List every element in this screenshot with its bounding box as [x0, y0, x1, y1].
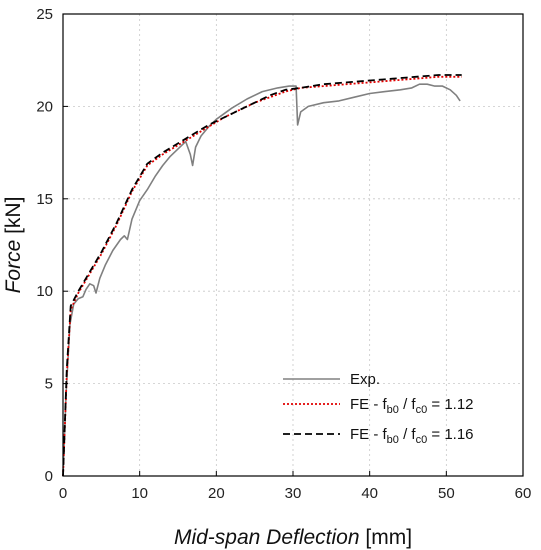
y-axis-title-unit: [kN] — [2, 197, 25, 240]
y-tick-label: 15 — [36, 191, 53, 208]
legend-label-part: Exp. — [350, 371, 380, 388]
legend-label: FE - fb0 / fc0 = 1.12 — [350, 396, 474, 416]
legend-label-part: b0 — [387, 404, 399, 416]
fe116-line — [62, 74, 462, 477]
x-tick-label: 30 — [285, 485, 302, 502]
legend-label-part: / f — [399, 396, 417, 413]
legend-label-part: = 1.12 — [427, 396, 473, 413]
x-tick-label: 60 — [515, 485, 532, 502]
x-tick-label: 10 — [131, 485, 148, 502]
legend-label-part: / f — [399, 426, 417, 443]
legend-label-part: b0 — [387, 434, 399, 446]
y-tick-label: 5 — [45, 376, 53, 393]
y-tick-label: 0 — [45, 468, 53, 485]
y-axis-title-main: Force — [2, 240, 25, 294]
x-axis-title: Mid-span Deflection [mm] — [174, 526, 412, 549]
y-axis-title: Force [kN] — [2, 197, 25, 294]
legend-label-part: = 1.16 — [427, 426, 473, 443]
y-tick-label: 25 — [36, 6, 53, 23]
legend-label-part: FE - f — [350, 426, 387, 443]
legend-label-part: FE - f — [350, 396, 387, 413]
legend-label-part: c0 — [416, 404, 428, 416]
legend-label: Exp. — [350, 371, 380, 388]
x-tick-label: 50 — [438, 485, 455, 502]
y-tick-label: 10 — [36, 283, 53, 300]
fe112-line — [62, 75, 462, 477]
x-tick-label: 20 — [208, 485, 225, 502]
x-tick-label: 40 — [361, 485, 378, 502]
y-tick-label: 20 — [36, 98, 53, 115]
legend-label: FE - fb0 / fc0 = 1.16 — [350, 426, 474, 446]
x-tick-label: 0 — [59, 485, 67, 502]
axis-ticks: 0 10 20 30 40 50 60 0 5 10 15 20 25 — [36, 6, 531, 502]
legend-label-part: c0 — [416, 434, 428, 446]
x-axis-title-main: Mid-span Deflection — [174, 526, 360, 549]
x-axis-title-unit: [mm] — [360, 526, 413, 549]
series-group — [62, 74, 462, 477]
exp-line — [62, 83, 461, 477]
grid — [63, 14, 523, 476]
